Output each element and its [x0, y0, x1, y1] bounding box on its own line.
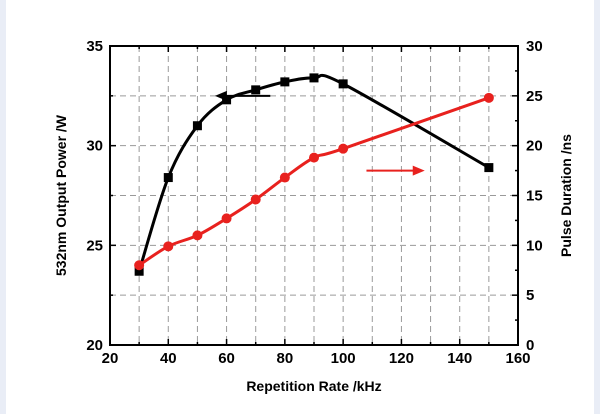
- data-point-circle: [221, 213, 232, 224]
- data-point-circle: [134, 260, 145, 271]
- y2-tick-label: 10: [526, 237, 543, 254]
- data-point-circle: [338, 143, 349, 154]
- x-tick-label: 160: [505, 350, 530, 367]
- data-point-square: [251, 85, 261, 95]
- data-point-circle: [163, 241, 174, 252]
- data-point-square: [134, 266, 144, 276]
- grid: [110, 46, 518, 345]
- data-point-square: [309, 73, 319, 83]
- y2-tick-label: 25: [526, 88, 543, 105]
- data-point-square: [338, 79, 348, 89]
- x-tick-label: 80: [277, 350, 294, 367]
- x-tick-labels: 20 40 60 80 100 120 140 160: [102, 350, 531, 367]
- y-tick-labels: 20 25 30 35: [86, 38, 103, 354]
- y-tick-label: 20: [86, 337, 103, 354]
- y2-tick-label: 5: [526, 287, 534, 304]
- arrow-head: [412, 165, 425, 176]
- data-point-circle: [192, 230, 203, 241]
- series-right-axis: [134, 92, 494, 271]
- x-tick-label: 120: [389, 350, 414, 367]
- annotation-arrows: [214, 90, 425, 176]
- x-tick-label: 40: [160, 350, 177, 367]
- y-tick-label: 25: [86, 237, 103, 254]
- y2-tick-label: 0: [526, 337, 534, 354]
- left-edge-strip: [0, 0, 6, 414]
- y-axis-title: 532nm Output Power /W: [53, 114, 69, 276]
- y2-tick-label: 20: [526, 138, 543, 155]
- x-tick-label: 20: [102, 350, 119, 367]
- x-tick-label: 140: [447, 350, 472, 367]
- y-tick-label: 35: [86, 38, 103, 55]
- data-point-circle: [279, 172, 290, 183]
- data-series: [134, 73, 494, 276]
- data-point-square: [280, 77, 290, 87]
- arrow-head: [214, 90, 227, 101]
- y2-axis-title: Pulse Duration /ns: [558, 134, 574, 257]
- data-point-square: [192, 121, 202, 131]
- y2-tick-label: 15: [526, 188, 543, 205]
- x-axis-title: Repetition Rate /kHz: [246, 378, 381, 394]
- right-edge-strip: [594, 0, 600, 414]
- data-point-circle: [250, 194, 261, 205]
- y2-tick-labels: 0 5 10 15 20 25 30: [526, 38, 543, 354]
- x-tick-label: 60: [218, 350, 235, 367]
- y2-tick-label: 30: [526, 38, 543, 55]
- axis-ticks: [109, 45, 519, 346]
- data-point-circle: [483, 92, 494, 103]
- data-point-circle: [309, 152, 319, 163]
- data-point-square: [484, 163, 494, 173]
- x-tick-label: 100: [331, 350, 356, 367]
- y-tick-label: 30: [86, 138, 103, 155]
- data-point-square: [163, 173, 173, 183]
